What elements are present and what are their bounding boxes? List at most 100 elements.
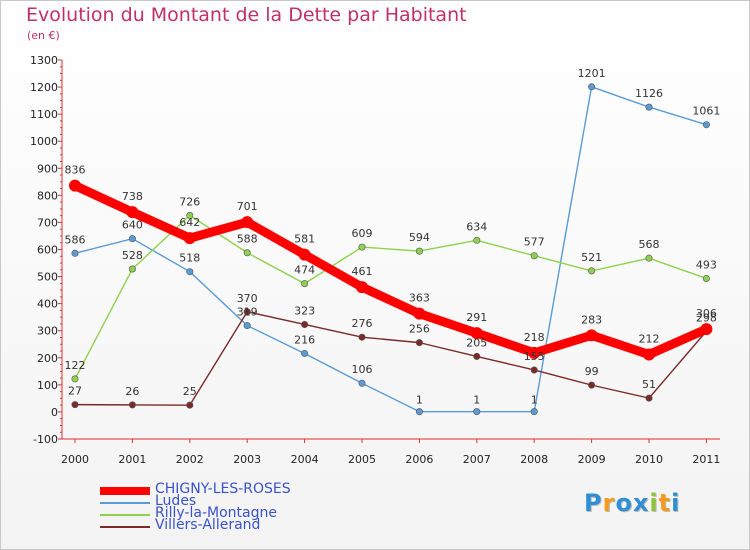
legend-label: Villers-Allerand — [155, 517, 261, 533]
data-label: 521 — [581, 251, 602, 264]
legend-swatch — [100, 502, 150, 504]
y-tick-label: 1000 — [30, 135, 58, 148]
data-point — [358, 243, 366, 251]
x-tick-label: 2001 — [118, 453, 146, 466]
data-point — [71, 401, 79, 409]
data-label: 319 — [237, 306, 258, 319]
data-point — [585, 329, 598, 342]
data-point — [645, 394, 653, 402]
x-tick-label: 2005 — [348, 453, 376, 466]
proxiti-logo: Proxiti — [584, 489, 681, 517]
data-point — [470, 327, 483, 340]
data-label: 122 — [65, 359, 86, 372]
data-label: 528 — [122, 249, 143, 262]
data-label: 25 — [183, 385, 197, 398]
y-tick-label: 300 — [37, 325, 58, 338]
x-tick-label: 2006 — [405, 453, 433, 466]
data-point — [301, 280, 309, 288]
data-point — [473, 352, 481, 360]
data-point — [128, 235, 136, 243]
legend-label: Rilly-la-Montagne — [155, 505, 277, 521]
data-label: 306 — [696, 307, 717, 320]
legend-swatch — [100, 487, 150, 495]
data-label: 581 — [294, 233, 315, 246]
y-tick-label: 700 — [37, 216, 58, 229]
data-point — [588, 267, 596, 275]
y-tick-label: 500 — [37, 271, 58, 284]
data-point — [69, 179, 81, 192]
data-point — [530, 408, 538, 416]
data-label: 1 — [531, 394, 538, 407]
data-point — [71, 375, 79, 383]
series-line-rilly-la-montagne — [74, 214, 708, 380]
series-line-ludes — [74, 86, 708, 413]
data-point — [126, 206, 139, 219]
data-point — [298, 248, 311, 261]
data-point — [473, 236, 481, 244]
data-label: 594 — [409, 231, 430, 244]
data-point — [243, 308, 251, 316]
data-point — [645, 254, 653, 262]
data-label: 27 — [68, 385, 82, 398]
data-point — [588, 381, 596, 389]
series-rilly-la-montagne — [71, 211, 710, 383]
data-point — [356, 281, 368, 294]
data-point — [528, 346, 541, 359]
data-label: 205 — [466, 336, 487, 349]
data-point — [183, 232, 196, 245]
x-tick-label: 2007 — [463, 453, 491, 466]
legend-label: CHIGNY-LES-ROSES — [155, 481, 291, 497]
data-label: 609 — [352, 227, 373, 240]
data-point — [128, 401, 136, 409]
data-point — [358, 379, 366, 387]
data-point — [358, 333, 366, 341]
y-tick-label: 600 — [37, 244, 58, 257]
data-label: 1 — [416, 394, 423, 407]
data-label: 212 — [639, 333, 660, 346]
data-label: 461 — [352, 265, 373, 278]
data-label: 642 — [179, 216, 200, 229]
data-point — [301, 349, 309, 357]
y-tick-label: 400 — [37, 298, 58, 311]
data-point — [588, 83, 596, 91]
x-tick-label: 2002 — [176, 453, 204, 466]
data-point — [301, 320, 309, 328]
data-label: 493 — [696, 258, 717, 271]
data-point — [186, 268, 194, 276]
data-label: 1126 — [635, 87, 663, 100]
data-label: 291 — [466, 311, 487, 324]
data-point — [643, 348, 655, 361]
data-point — [415, 247, 423, 255]
data-point — [186, 401, 194, 409]
data-point — [530, 366, 538, 374]
data-point — [702, 274, 710, 282]
series-line-chigny-les-roses — [70, 181, 711, 360]
data-point — [186, 211, 194, 219]
data-label: 586 — [65, 233, 86, 246]
data-point — [243, 249, 251, 257]
data-label: 26 — [125, 385, 139, 398]
y-tick-label: 900 — [37, 162, 58, 175]
data-label: 106 — [352, 363, 373, 376]
data-label: 370 — [237, 292, 258, 305]
data-label: 363 — [409, 292, 430, 305]
data-point — [413, 307, 426, 320]
series-line-villers-allerand — [74, 311, 708, 406]
data-label: 640 — [122, 219, 143, 232]
data-point — [415, 408, 423, 416]
x-tick-label: 2004 — [291, 453, 319, 466]
series-lines — [69, 83, 713, 416]
data-point — [71, 249, 79, 257]
legend-swatch — [100, 514, 150, 516]
data-label: 836 — [65, 164, 86, 177]
series-chigny-les-roses — [69, 179, 713, 361]
data-label: 283 — [581, 313, 602, 326]
data-label: 99 — [585, 365, 599, 378]
y-tick-label: 200 — [37, 352, 58, 365]
data-label: 1 — [473, 394, 480, 407]
data-label: 726 — [179, 195, 200, 208]
x-tick-label: 2011 — [692, 453, 720, 466]
data-label: 588 — [237, 233, 258, 246]
